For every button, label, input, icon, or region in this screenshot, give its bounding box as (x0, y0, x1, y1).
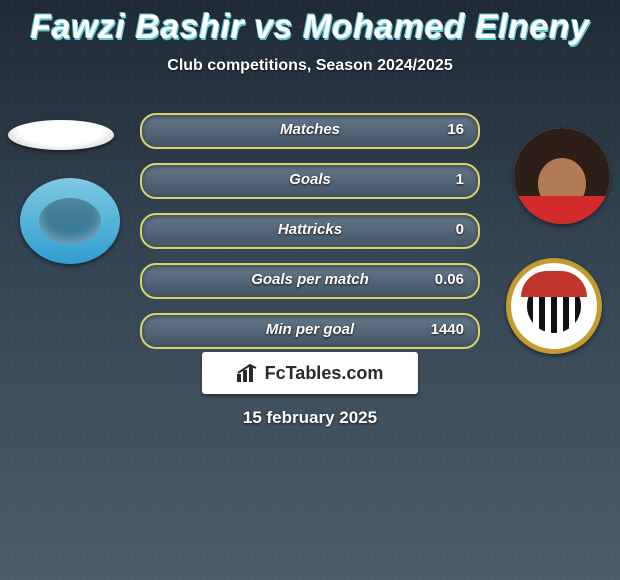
brand-badge[interactable]: FcTables.com (202, 352, 418, 394)
player-1-name: Fawzi Bashir (30, 8, 244, 46)
stat-label: Hattricks (142, 221, 478, 238)
title-vs: vs (254, 8, 293, 46)
stat-right-value: 0.06 (435, 271, 464, 288)
player-1-avatar (8, 120, 114, 150)
stat-label: Goals per match (142, 271, 478, 288)
stat-row: Goals per match 0.06 (140, 263, 480, 299)
player-2-avatar (514, 128, 610, 224)
page-title: Fawzi Bashir vs Mohamed Elneny (0, 0, 620, 47)
stat-right-value: 16 (447, 121, 464, 138)
comparison-date: 15 february 2025 (0, 408, 620, 428)
player-2-club-logo (506, 258, 602, 354)
stat-label: Goals (142, 171, 478, 188)
stat-row: Matches 16 (140, 113, 480, 149)
stat-right-value: 1 (456, 171, 464, 188)
stat-right-value: 0 (456, 221, 464, 238)
stat-row: Goals 1 (140, 163, 480, 199)
stat-row: Min per goal 1440 (140, 313, 480, 349)
brand-text: FcTables.com (265, 363, 384, 384)
stat-row: Hattricks 0 (140, 213, 480, 249)
player-1-club-logo (20, 178, 120, 264)
stat-right-value: 1440 (431, 321, 464, 338)
comparison-card: Fawzi Bashir vs Mohamed Elneny Club comp… (0, 0, 620, 580)
stats-table: Matches 16 Goals 1 Hattricks 0 Goals per… (140, 113, 480, 349)
stat-label: Min per goal (142, 321, 478, 338)
chart-icon (237, 364, 259, 382)
player-2-name: Mohamed Elneny (303, 8, 590, 46)
subtitle: Club competitions, Season 2024/2025 (0, 57, 620, 75)
stat-label: Matches (142, 121, 478, 138)
